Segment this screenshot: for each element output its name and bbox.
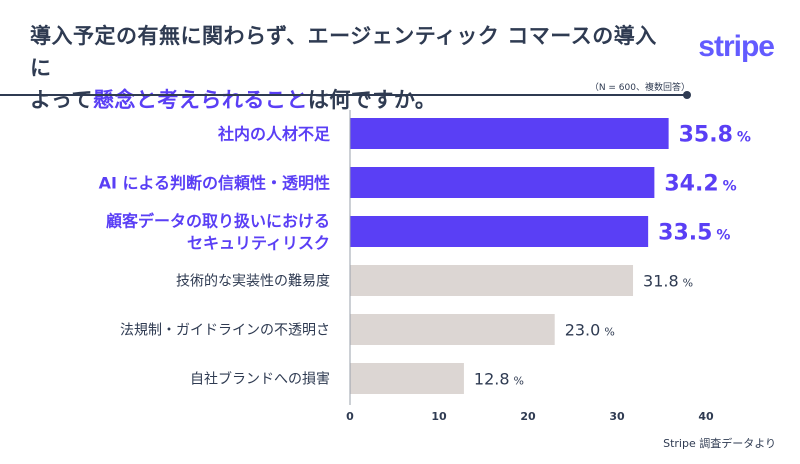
title-highlight: 懸念と考えられること — [92, 88, 308, 112]
stripe-logo: stripe — [698, 30, 775, 63]
bar-2 — [350, 167, 655, 198]
source-note: Stripe 調査データより — [663, 437, 776, 450]
value-label-1: 35.8% — [679, 123, 751, 148]
category-label-2: AI による判断の信頼性・透明性 — [99, 174, 330, 193]
title-line-1: 導入予定の有無に関わらず、エージェンティック コマースの導入に — [30, 24, 657, 80]
category-label-6: 自社ブランドへの損害 — [190, 371, 330, 388]
bar-6 — [350, 363, 464, 394]
bar-1 — [350, 118, 669, 149]
x-tick-label-0: 0 — [346, 410, 354, 423]
category-label-1: 社内の人材不足 — [217, 125, 331, 144]
category-label-4: 技術的な実装性の難易度 — [176, 274, 330, 290]
x-tick-label-30: 30 — [609, 410, 625, 423]
category-label-3: 顧客データの取り扱いにおけるセキュリティリスク — [106, 212, 330, 253]
x-tick-label-20: 20 — [520, 410, 536, 423]
header-divider — [0, 94, 688, 96]
header-divider-dot — [683, 91, 691, 99]
sample-note: （N = 600、複数回答） — [589, 83, 690, 93]
x-tick-label-10: 10 — [431, 410, 447, 423]
value-label-6: 12.8% — [474, 370, 524, 389]
value-label-4: 31.8% — [643, 272, 693, 291]
title-line-2-pre: よって — [30, 88, 93, 112]
bar-5 — [350, 314, 555, 345]
value-label-5: 23.0% — [565, 321, 615, 340]
chart-title: 導入予定の有無に関わらず、エージェンティック コマースの導入に よって懸念と考え… — [30, 20, 670, 116]
title-line-2: よって懸念と考えられることは何ですか。 — [30, 84, 670, 116]
x-tick-label-40: 40 — [698, 410, 714, 423]
value-label-3: 33.5% — [658, 221, 730, 246]
category-label-5: 法規制・ガイドラインの不透明さ — [120, 323, 330, 339]
value-label-2: 34.2% — [664, 172, 736, 197]
bar-4 — [350, 265, 634, 296]
bar-3 — [350, 216, 649, 247]
title-line-2-post: は何ですか。 — [307, 88, 437, 112]
